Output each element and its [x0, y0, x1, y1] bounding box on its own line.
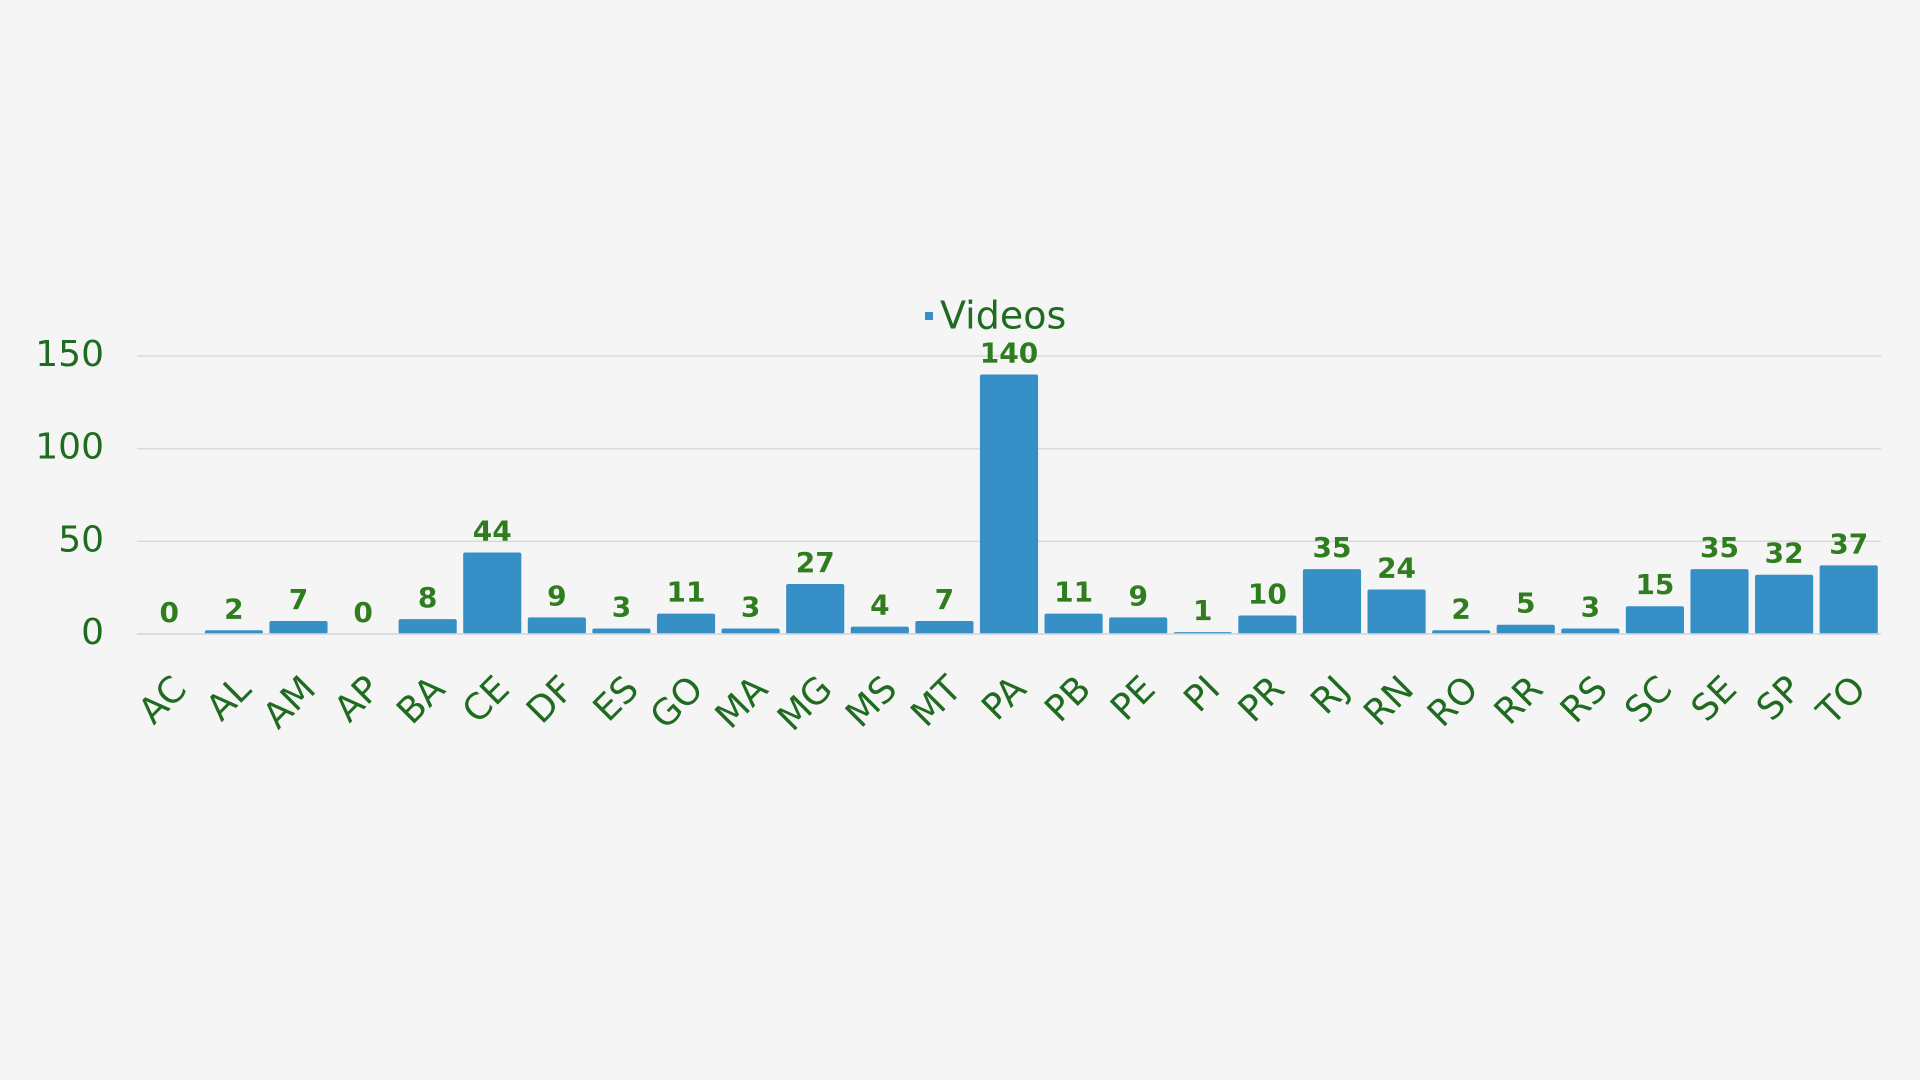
x-tick-label: AP: [327, 668, 389, 730]
bar: [1755, 574, 1814, 634]
data-label: 3: [612, 590, 631, 623]
legend-swatch: [925, 312, 933, 320]
data-label: 9: [1128, 579, 1147, 612]
x-tick-label: MA: [708, 668, 777, 737]
data-label: 7: [289, 583, 308, 616]
bar: [1496, 624, 1555, 634]
x-tick-label: AM: [256, 668, 324, 736]
data-label: 3: [741, 590, 760, 623]
bar: [527, 617, 586, 634]
x-tick-label: PB: [1037, 668, 1099, 730]
data-label: 11: [667, 576, 706, 609]
x-tick-label: ES: [586, 668, 647, 729]
bar: [915, 621, 974, 634]
data-label: 0: [160, 596, 179, 629]
bar: [1690, 569, 1749, 634]
x-tick-label: SC: [1617, 668, 1680, 731]
data-label: 1: [1193, 594, 1212, 627]
x-tick-label: PR: [1231, 668, 1293, 730]
bar: [1819, 565, 1878, 634]
bar: [1302, 569, 1362, 634]
bar: [398, 619, 457, 634]
y-tick-label: 100: [35, 427, 104, 468]
y-tick-label: 150: [35, 334, 104, 375]
x-tick-label: PI: [1176, 668, 1228, 720]
legend-label: Videos: [940, 294, 1066, 338]
bar: [1625, 606, 1684, 634]
data-label: 3: [1581, 590, 1600, 623]
x-tick-label: RS: [1553, 668, 1616, 731]
data-label: 2: [224, 592, 243, 625]
x-tick-label: GO: [643, 668, 712, 737]
data-label: 5: [1516, 587, 1535, 620]
x-tick-label: PE: [1103, 668, 1163, 728]
x-tick-label: CE: [455, 668, 518, 731]
bar: [850, 626, 909, 634]
x-tick-label: AC: [131, 668, 195, 732]
data-label: 24: [1377, 552, 1416, 585]
bar: [656, 613, 716, 634]
bar: [1044, 613, 1103, 634]
bar: [1238, 615, 1297, 634]
x-tick-label: RN: [1356, 668, 1422, 734]
bar: [1109, 617, 1168, 634]
x-tick-label: RJ: [1303, 668, 1357, 722]
data-label: 35: [1700, 531, 1739, 564]
data-label: 15: [1635, 568, 1674, 601]
bar: [269, 621, 328, 634]
bar: [1561, 628, 1620, 634]
data-label: 7: [935, 583, 954, 616]
data-label: 2: [1451, 592, 1470, 625]
x-tick-label: PA: [974, 668, 1034, 728]
x-tick-label: MT: [903, 668, 970, 735]
x-tick-label: SP: [1749, 668, 1810, 729]
data-label: 32: [1765, 537, 1804, 570]
bar: [204, 630, 263, 634]
x-tick-label: AL: [199, 668, 260, 729]
data-label: 27: [796, 546, 835, 579]
x-tick-label: TO: [1809, 668, 1874, 733]
x-tick-label: RR: [1487, 668, 1551, 732]
bar: [1367, 589, 1426, 634]
data-label: 35: [1312, 531, 1351, 564]
bar: [463, 552, 522, 634]
x-tick-label: DF: [519, 668, 582, 731]
bar: [1432, 630, 1491, 634]
data-label: 4: [870, 589, 889, 622]
data-label: 9: [547, 579, 566, 612]
bar: [979, 374, 1039, 634]
x-tick-label: SE: [1684, 668, 1745, 729]
data-label: 44: [473, 514, 512, 547]
data-label: 0: [353, 596, 372, 629]
data-label: 11: [1054, 576, 1093, 609]
x-tick-label: RO: [1420, 668, 1487, 735]
y-tick-label: 50: [58, 519, 104, 560]
x-tick-label: MG: [770, 668, 841, 739]
bar: [721, 628, 780, 634]
x-tick-label: BA: [389, 668, 453, 732]
x-tick-label: MS: [838, 668, 905, 735]
data-label: 10: [1248, 577, 1287, 610]
data-label: 140: [980, 337, 1038, 370]
data-label: 37: [1829, 527, 1868, 560]
bar: [592, 628, 651, 634]
y-tick-label: 0: [81, 612, 104, 653]
data-label: 8: [418, 581, 437, 614]
bar: [786, 583, 845, 634]
